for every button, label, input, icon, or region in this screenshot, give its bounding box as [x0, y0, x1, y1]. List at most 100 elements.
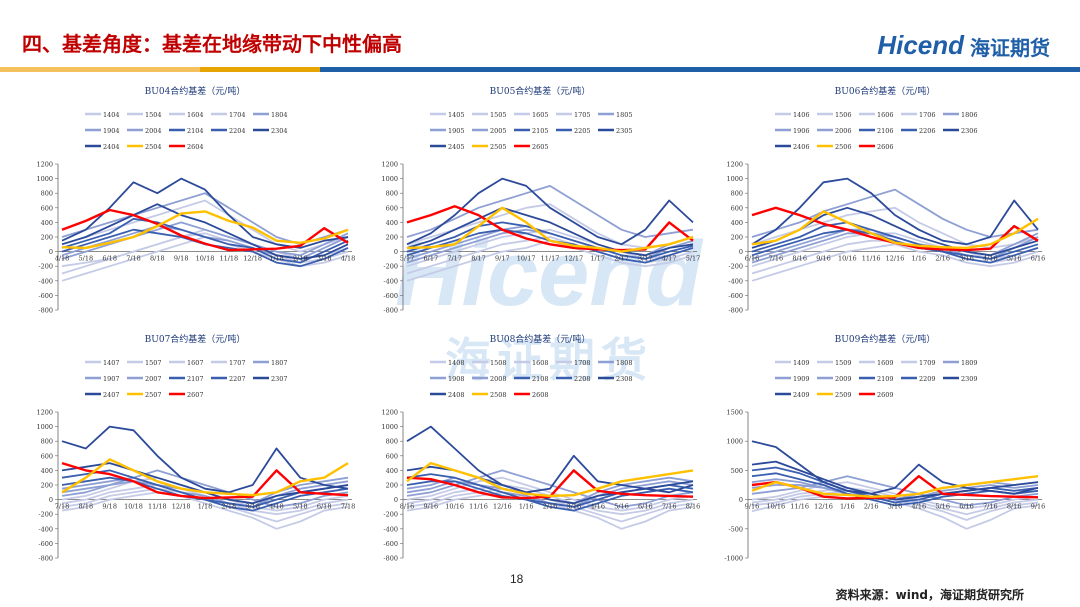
y-tick-label: -800 — [383, 555, 398, 563]
x-tick-label: 6/16 — [959, 503, 974, 511]
legend-label: 1907 — [103, 375, 120, 383]
x-tick-label: 11/16 — [862, 255, 881, 263]
legend-label: 1706 — [919, 111, 936, 119]
x-tick-label: 1/16 — [912, 255, 927, 263]
y-tick-label: -600 — [728, 292, 743, 300]
legend-label: 1409 — [793, 359, 810, 367]
series-line-1805 — [406, 185, 694, 238]
legend-label: 2106 — [877, 127, 894, 135]
legend-label: 2109 — [877, 375, 894, 383]
x-tick-label: 11/18 — [219, 255, 238, 263]
y-tick-label: -800 — [38, 307, 53, 315]
x-tick-label: 3/18 — [245, 503, 260, 511]
legend-label: 1908 — [448, 375, 465, 383]
y-tick-label: 1000 — [381, 423, 398, 431]
y-tick-label: 800 — [41, 190, 53, 198]
x-tick-label: 3/17 — [638, 255, 653, 263]
legend-label: 2607 — [187, 391, 204, 399]
series-line-1704 — [61, 199, 349, 253]
series-line-2604 — [61, 208, 349, 252]
y-tick-label: -200 — [38, 511, 53, 519]
y-tick-label: 1200 — [726, 161, 743, 169]
slide-title: 四、基差角度：基差在地缘带动下中性偏高 — [22, 32, 402, 56]
series-line-1406 — [751, 243, 1039, 282]
y-tick-label: 1000 — [36, 175, 53, 183]
legend-label: 1406 — [793, 111, 810, 119]
header-bar-yellow — [0, 67, 200, 72]
series-line-2205 — [406, 221, 694, 260]
legend-label: 1605 — [532, 111, 549, 119]
chart-bu08: BU08合约基差（元/吨） 1408 1508 1608 1708 1808 1908 200… — [381, 333, 701, 563]
legend-label: 1905 — [448, 127, 465, 135]
legend-label: 2409 — [793, 391, 810, 399]
y-tick-label: 0 — [49, 496, 53, 504]
legend-label: 2009 — [835, 375, 852, 383]
x-tick-label: 8/17 — [471, 255, 486, 263]
y-tick-label: 0 — [394, 496, 398, 504]
legend-label: 2604 — [187, 143, 204, 151]
y-tick-label: -400 — [383, 277, 398, 285]
legend-label: 1704 — [229, 111, 246, 119]
x-tick-label: 9/18 — [174, 255, 189, 263]
y-tick-label: -400 — [728, 277, 743, 285]
legend-label: 2509 — [835, 391, 852, 399]
x-tick-label: 4/18 — [55, 255, 70, 263]
y-tick-label: 1000 — [381, 175, 398, 183]
x-tick-label: 2/16 — [543, 503, 558, 511]
legend-label: 2004 — [145, 127, 162, 135]
legend-label: 2008 — [490, 375, 507, 383]
legend-label: 2206 — [919, 127, 936, 135]
legend-label: 2307 — [271, 375, 288, 383]
series-line-2507 — [61, 458, 349, 497]
x-tick-label: 10/16 — [445, 503, 464, 511]
y-tick-label: 0 — [49, 248, 53, 256]
y-tick-label: -600 — [383, 292, 398, 300]
y-tick-label: 0 — [739, 496, 743, 504]
legend-label: 2304 — [271, 127, 288, 135]
chart-title: BU09合约基差（元/吨） — [835, 333, 936, 345]
y-tick-label: 600 — [731, 204, 743, 212]
x-tick-label: 1/18 — [198, 503, 213, 511]
page-number: 18 — [510, 572, 524, 586]
x-tick-label: 11/16 — [469, 503, 488, 511]
x-tick-label: 10/18 — [196, 255, 215, 263]
legend-label: 2505 — [490, 143, 507, 151]
x-tick-label: 1/18 — [269, 255, 284, 263]
x-tick-label: 4/17 — [662, 255, 677, 263]
y-tick-label: 200 — [41, 234, 53, 242]
x-tick-label: 10/16 — [838, 255, 857, 263]
x-tick-label: 4/18 — [341, 255, 356, 263]
chart-bu06: BU06合约基差（元/吨） 1406 1506 1606 1706 1806 1906 200… — [726, 85, 1045, 315]
x-tick-label: 11/16 — [790, 503, 809, 511]
legend-label: 1609 — [877, 359, 894, 367]
series-line-2108 — [406, 480, 694, 512]
legend-label: 2107 — [187, 375, 204, 383]
y-tick-label: 200 — [386, 482, 398, 490]
legend-label: 1709 — [919, 359, 936, 367]
legend-label: 2308 — [616, 375, 633, 383]
y-tick-label: 0 — [739, 248, 743, 256]
x-tick-label: 4/18 — [269, 503, 284, 511]
x-tick-label: 7/16 — [662, 503, 677, 511]
legend-label: 1808 — [616, 359, 633, 367]
x-tick-label: 8/16 — [1007, 503, 1022, 511]
chart-title: BU04合约基差（元/吨） — [145, 85, 246, 97]
header-bar-blue — [320, 67, 1080, 72]
x-tick-label: 12/16 — [493, 503, 512, 511]
series-line-1804 — [61, 192, 349, 246]
y-tick-label: 200 — [41, 482, 53, 490]
legend-label: 1507 — [145, 359, 162, 367]
legend-label: 1804 — [271, 111, 288, 119]
y-tick-label: 1000 — [726, 438, 743, 446]
legend-label: 2207 — [229, 375, 246, 383]
x-tick-label: 8/16 — [792, 255, 807, 263]
x-tick-label: 2/16 — [935, 255, 950, 263]
y-tick-label: -200 — [383, 263, 398, 271]
y-tick-label: 600 — [41, 452, 53, 460]
y-tick-label: 400 — [386, 219, 398, 227]
x-tick-label: 10/16 — [766, 503, 785, 511]
y-tick-label: -600 — [38, 292, 53, 300]
series-line-1708 — [406, 476, 694, 512]
legend-label: 2309 — [961, 375, 978, 383]
x-tick-label: 8/16 — [686, 503, 701, 511]
